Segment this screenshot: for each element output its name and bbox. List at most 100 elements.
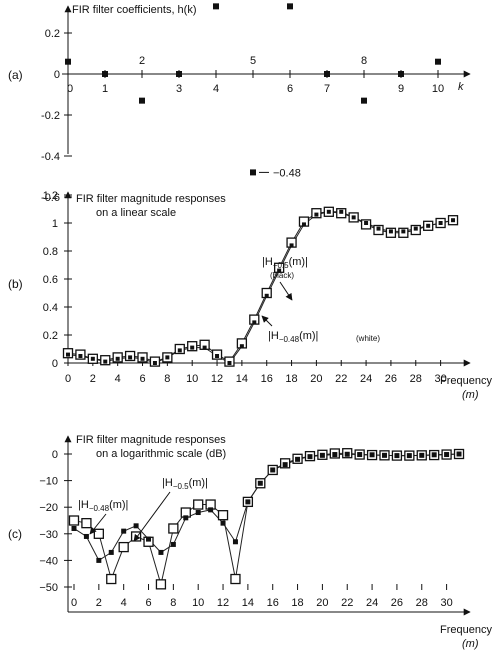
panel-b-series xyxy=(62,206,459,367)
x-tick-label-7: 14 xyxy=(242,597,254,609)
white-marker-12 xyxy=(217,510,229,521)
black-marker-8 xyxy=(170,541,176,547)
x-tick-label-12: 24 xyxy=(360,373,372,385)
black-marker-21 xyxy=(332,452,338,458)
panel-b-x-label: Frequency xyxy=(440,375,492,387)
black-marker-11 xyxy=(208,507,214,513)
panel-label-b: (b) xyxy=(8,277,23,291)
black-marker-28 xyxy=(413,226,418,231)
y-tick-label-3: 0.6 xyxy=(43,274,58,286)
x-tick-label-1: 2 xyxy=(90,373,96,385)
black-marker-20 xyxy=(314,212,319,217)
black-marker-24 xyxy=(364,221,369,225)
panel-a-x-ticks: 0 1 2 3 4 5 6 7 8 9 10 xyxy=(67,55,444,95)
black-marker-3 xyxy=(103,359,108,364)
x-tick-label-5: 10 xyxy=(192,597,204,609)
panel-c-annotation-h048: |H−0.48(m)| xyxy=(78,499,128,513)
black-marker-9 xyxy=(183,515,189,521)
x-tick-label-9: 9 xyxy=(398,83,404,95)
white-marker-2 xyxy=(93,528,104,539)
panel-c-arrow-h05 xyxy=(133,491,171,542)
y-tick-label-1: 0.2 xyxy=(45,28,60,40)
x-tick-label-5: 5 xyxy=(250,55,256,67)
black-marker-31 xyxy=(456,451,462,457)
coefficient-point-0 xyxy=(65,58,71,65)
black-marker-1 xyxy=(83,533,89,539)
white-marker-1 xyxy=(81,518,92,529)
black-marker-15 xyxy=(257,480,263,486)
x-tick-label-4: 8 xyxy=(170,597,176,609)
x-tick-label-0: 0 xyxy=(67,83,73,95)
black-marker-6 xyxy=(146,536,152,542)
panel-b-arrow-h048 xyxy=(261,315,273,327)
panel-c-x-ticks: 0 2 4 6 8 10 12 14 16 18 20 22 24 26 28 30 xyxy=(71,584,453,609)
black-marker-14 xyxy=(239,344,244,349)
panel-c-y-ticks: 0 −10 −20 −30 −40 −50 xyxy=(39,449,72,594)
black-marker-10 xyxy=(190,345,195,350)
coefficient-point-6 xyxy=(287,3,293,10)
x-tick-label-11: 22 xyxy=(335,373,347,385)
panel-b-x-label-unit: (m) xyxy=(462,389,479,401)
black-marker-19 xyxy=(307,454,313,460)
panel-a: (a) FIR filter coefficients, h(k) k 0.40… xyxy=(8,3,471,204)
x-tick-label-14: 28 xyxy=(410,373,422,385)
black-marker-2 xyxy=(90,356,95,361)
coefficient-point-5 xyxy=(250,169,256,176)
panel-c-arrow-h048 xyxy=(89,513,107,535)
coefficient-point-8 xyxy=(361,97,367,104)
black-marker-30 xyxy=(444,452,450,458)
x-tick-label-7: 7 xyxy=(324,83,330,95)
y-tick-label-0: 0 xyxy=(52,449,58,461)
y-tick-label-0: 1.2 xyxy=(43,190,58,202)
panel-a-y-ticks: 0.40.20-0.2-0.4-0.6 xyxy=(41,28,72,204)
x-tick-label-8: 8 xyxy=(361,55,367,67)
y-tick-label-3: -0.2 xyxy=(41,110,60,122)
black-marker-18 xyxy=(295,456,301,462)
y-tick-label-5: −50 xyxy=(39,582,58,594)
panel-b-annotation-h05: |H−0.5(m)| xyxy=(262,256,308,270)
panel-c-x-label: Frequency xyxy=(440,624,492,636)
x-tick-label-0: 0 xyxy=(71,597,77,609)
panel-b: (b) FIR filter magnitude responses on a … xyxy=(8,190,492,401)
x-tick-label-6: 12 xyxy=(217,597,229,609)
x-tick-label-9: 18 xyxy=(291,597,303,609)
black-marker-16 xyxy=(270,467,276,473)
black-marker-16 xyxy=(264,293,269,298)
black-marker-11 xyxy=(202,345,207,350)
panel-c-x-label-unit: (m) xyxy=(462,638,479,650)
black-marker-6 xyxy=(140,356,145,361)
x-tick-label-3: 6 xyxy=(139,373,145,385)
x-tick-label-7: 14 xyxy=(236,373,248,385)
x-tick-label-8: 16 xyxy=(267,597,279,609)
x-tick-label-10: 20 xyxy=(316,597,328,609)
black-marker-1 xyxy=(78,354,83,358)
y-tick-label-2: −20 xyxy=(39,502,58,514)
black-marker-19 xyxy=(301,222,306,227)
black-marker-29 xyxy=(431,452,437,458)
x-tick-label-2: 4 xyxy=(121,597,127,609)
white-marker-8 xyxy=(168,523,179,534)
black-marker-0 xyxy=(66,352,70,357)
y-tick-label-4: −40 xyxy=(39,555,58,567)
black-marker-13 xyxy=(232,539,238,545)
x-tick-label-11: 22 xyxy=(341,597,353,609)
black-marker-13 xyxy=(227,361,232,365)
white-marker-10 xyxy=(193,499,204,510)
black-marker-10 xyxy=(195,510,201,516)
black-marker-18 xyxy=(289,243,294,248)
black-marker-26 xyxy=(394,453,400,459)
black-marker-25 xyxy=(382,452,387,458)
x-tick-label-8: 16 xyxy=(261,373,273,385)
x-tick-label-10: 20 xyxy=(310,373,322,385)
coefficient-point-1 xyxy=(102,71,108,77)
black-marker-4 xyxy=(121,528,127,534)
panel-c: (c) FIR filter magnitude responses on a … xyxy=(8,434,492,650)
panel-b-title-line-1: FIR filter magnitude responses xyxy=(76,193,226,205)
y-tick-label-5: 0.2 xyxy=(43,330,58,342)
panel-a-annotation: −0.48 xyxy=(273,167,301,179)
x-tick-label-4: 8 xyxy=(164,373,170,385)
x-tick-label-15: 30 xyxy=(434,373,446,385)
x-tick-label-12: 24 xyxy=(366,597,378,609)
x-tick-label-1: 2 xyxy=(96,597,102,609)
white-marker-3 xyxy=(106,573,117,585)
